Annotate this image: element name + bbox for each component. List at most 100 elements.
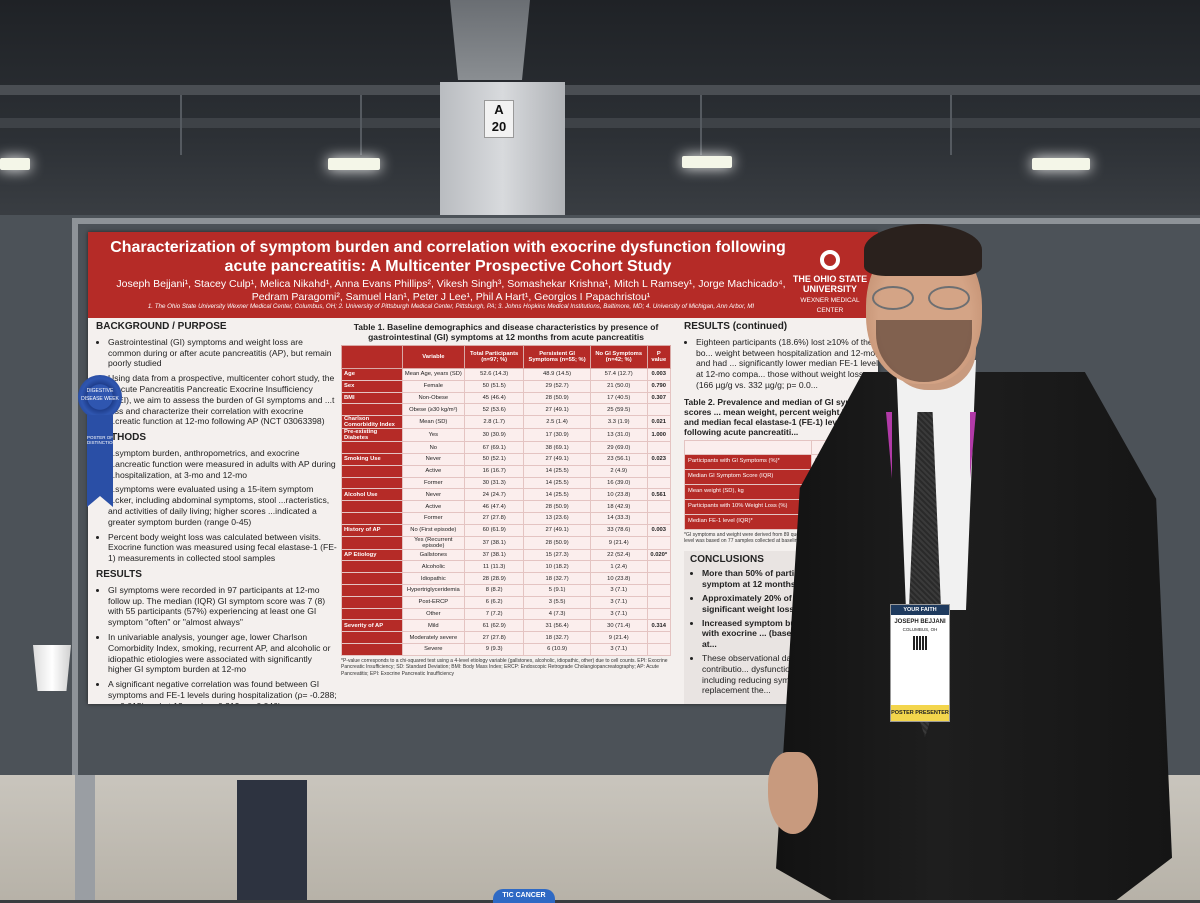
list-item: GI symptoms were recorded in 97 particip… bbox=[108, 585, 338, 628]
table-cell bbox=[341, 595, 403, 609]
table-cell bbox=[341, 642, 403, 656]
badge-ribbon: POSTER PRESENTER bbox=[891, 705, 949, 721]
table-cell: 37 (38.1) bbox=[464, 535, 525, 550]
table-cell bbox=[341, 511, 403, 525]
table-cell: 30 (30.9) bbox=[464, 428, 525, 443]
table-cell: Median FE-1 level (IQR)* bbox=[684, 513, 812, 530]
table-cell bbox=[646, 642, 672, 656]
truss bbox=[180, 95, 182, 155]
background-list: Gastrointestinal (GI) symptoms and weigh… bbox=[96, 337, 338, 427]
table-cell: Severity of AP bbox=[341, 619, 403, 633]
table-row: AP Etiology Gallstones 37 (38.1) 15 (27.3) 2… bbox=[341, 548, 672, 562]
table-cell: 0.314 bbox=[646, 619, 672, 633]
table-cell: 38 (69.1) bbox=[523, 441, 591, 454]
qr-code-icon bbox=[913, 636, 927, 650]
table-cell: 14 (25.5) bbox=[523, 476, 591, 490]
table-cell: 31 (56.4) bbox=[523, 619, 591, 633]
table-cell bbox=[646, 595, 672, 609]
table-header-cell: Persistent GI Symptoms (n=55; %) bbox=[523, 345, 591, 369]
table-cell: 50 (51.5) bbox=[464, 379, 525, 393]
table-cell bbox=[646, 511, 672, 525]
table-cell: 29 (52.7) bbox=[523, 379, 591, 393]
table-cell: 3 (7.1) bbox=[589, 607, 648, 621]
table-cell: 21 (50.0) bbox=[589, 379, 648, 393]
board-leg bbox=[75, 775, 95, 900]
table-cell: 0.003 bbox=[646, 523, 672, 537]
list-item: Percent body weight loss was calculated … bbox=[108, 532, 338, 564]
results-heading: RESULTS bbox=[96, 568, 142, 580]
award-ribbon: DIGESTIVE DISEASE WEEK POSTER OF DISTINC… bbox=[78, 375, 122, 507]
table-cell: 14 (25.5) bbox=[523, 488, 591, 502]
table-cell bbox=[646, 572, 672, 585]
table-cell: 13 (23.6) bbox=[523, 511, 591, 525]
table-row: Obese (≥30 kg/m²) 52 (53.6) 27 (49.1) 25 (5… bbox=[341, 403, 672, 417]
table-cell: 52.6 (14.3) bbox=[464, 368, 525, 381]
table-row: Alcohol Use Never 24 (24.7) 14 (25.5) 10 (23… bbox=[341, 488, 672, 502]
list-item: Eighteen participants (18.6%) lost ≥10% … bbox=[696, 337, 878, 391]
table-row: Moderately severe 27 (27.8) 18 (32.7) 9 (21… bbox=[341, 631, 672, 644]
table-cell: Obese (≥30 kg/m²) bbox=[401, 403, 466, 417]
table-cell: Mild bbox=[401, 619, 466, 633]
badge-header: YOUR FAITH bbox=[891, 605, 949, 615]
list-item: ...symptom burden, anthropometrics, and … bbox=[108, 448, 338, 480]
logo-line2: UNIVERSITY bbox=[802, 284, 857, 294]
table-cell: 15 (27.3) bbox=[523, 548, 591, 562]
table-cell: 10 (23.8) bbox=[589, 488, 648, 502]
ceiling-beam bbox=[0, 118, 1200, 128]
table-cell: 11 (11.3) bbox=[464, 560, 525, 574]
table-cell: 10 (18.2) bbox=[523, 560, 591, 574]
table2-footnote: *GI symptoms and weight were derived fro… bbox=[684, 531, 875, 545]
table-cell: Active bbox=[401, 464, 466, 478]
background-heading: BACKGROUND / PURPOSE bbox=[96, 321, 227, 332]
poster-authors: Joseph Bejjani¹, Stacey Culp¹, Melica Ni… bbox=[116, 278, 786, 303]
list-item: Gastrointestinal (GI) symptoms and weigh… bbox=[108, 337, 338, 369]
table-cell bbox=[341, 607, 403, 621]
table-cell: Hypertriglyceridemia bbox=[401, 583, 466, 597]
table-row: BMI Non-Obese 45 (46.4) 28 (50.9) 17 (40.5) 0… bbox=[341, 391, 672, 405]
table-cell: History of AP bbox=[341, 523, 403, 537]
table-cell: Moderately severe bbox=[401, 631, 466, 644]
poster-header: Characterization of symptom burden and c… bbox=[88, 232, 878, 318]
table-cell bbox=[646, 560, 672, 574]
table-cell: 2.8 (1.7) bbox=[464, 415, 525, 430]
table-cell: 3 (7.1) bbox=[589, 583, 648, 597]
table-cell: 27 (27.8) bbox=[464, 631, 525, 644]
table-cell: 9 (21.4) bbox=[589, 535, 648, 550]
table-cell: 61 (62.9) bbox=[464, 619, 525, 633]
ceiling-beam bbox=[0, 85, 1200, 95]
table-cell bbox=[341, 535, 403, 550]
research-poster: Characterization of symptom burden and c… bbox=[88, 232, 878, 704]
table-row: Former 27 (27.8) 13 (23.6) 14 (33.3) bbox=[341, 511, 672, 525]
table-cell: 28 (28.9) bbox=[464, 572, 525, 585]
passerby-leg bbox=[237, 780, 307, 900]
table-cell: Gallstones bbox=[401, 548, 466, 562]
air-duct bbox=[450, 0, 530, 80]
table-row: Active 16 (16.7) 14 (25.5) 2 (4.9) bbox=[341, 464, 672, 478]
table-cell: 30 (71.4) bbox=[589, 619, 648, 633]
table-cell: 23 (56.1) bbox=[589, 452, 648, 466]
table-cell: 8 (8.2) bbox=[464, 583, 525, 597]
table-cell: 24 (24.7) bbox=[464, 488, 525, 502]
table-cell: 0.021 bbox=[646, 415, 672, 430]
table-cell: 16 (39.0) bbox=[589, 476, 648, 490]
table-cell: 0.561 bbox=[646, 488, 672, 502]
table-cell bbox=[646, 500, 672, 513]
table-row: Age Mean Age, years (SD) 52.6 (14.3) 48.9 (… bbox=[341, 368, 672, 381]
table-cell: AP Etiology bbox=[341, 548, 403, 562]
lens bbox=[928, 286, 970, 310]
table-cell: 67 (69.1) bbox=[464, 441, 525, 454]
ceiling-light bbox=[0, 158, 30, 170]
table-cell: Sex bbox=[341, 379, 403, 393]
table-cell: 0.003 bbox=[646, 368, 672, 381]
table-cell: 16 (16.7) bbox=[464, 464, 525, 478]
suit-jacket bbox=[776, 372, 1172, 900]
table-row: Hypertriglyceridemia 8 (8.2) 5 (9.1) 3 (7.1… bbox=[341, 583, 672, 597]
poster-title: Characterization of symptom burden and c… bbox=[110, 239, 786, 275]
table1-title: Table 1. Baseline demographics and disea… bbox=[353, 322, 659, 342]
badge-city: COLUMBUS, OH bbox=[902, 627, 938, 632]
table-cell bbox=[646, 607, 672, 621]
table-cell bbox=[646, 441, 672, 454]
truss bbox=[950, 95, 952, 155]
list-item: Approximately 20% of partici... signific… bbox=[702, 593, 872, 615]
poster-column-middle: Table 1. Baseline demographics and disea… bbox=[341, 322, 672, 677]
